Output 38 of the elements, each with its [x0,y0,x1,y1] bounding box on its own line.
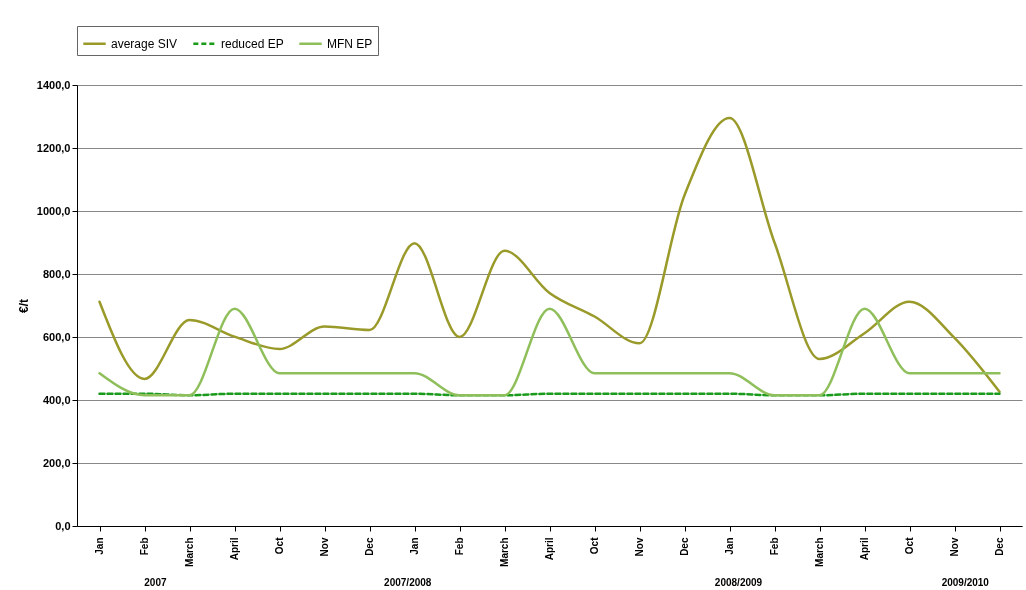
text: 2007/2008 [384,577,432,588]
text: 2007 [144,577,167,588]
y-tick-label: 400,0 [42,393,71,406]
y-tick-label: 600,0 [42,330,71,343]
x-tick-label: Feb [139,537,150,556]
y-axis-title: €/t [16,298,31,314]
y-tick-label: 200,0 [42,456,71,469]
x-tick-label: Oct [274,536,285,555]
x-tick-label: April [544,537,555,561]
legend-label: average SIV [111,36,178,51]
y-tick-label: 1200,0 [36,141,71,154]
x-tick-label: March [184,537,195,567]
x-tick-label: Oct [589,536,600,555]
x-tick-label: Dec [679,537,690,556]
x-tick-label: April [229,537,240,561]
line-series [98,116,1001,394]
x-tick-label: Feb [454,537,465,556]
y-tick-label: 0,0 [55,519,71,532]
x-tick-label: April [859,537,870,561]
text: 2009/2010 [941,577,990,588]
x-tick-label: Feb [769,537,780,556]
text: 2008/2009 [714,577,763,588]
x-tick-label: Nov [949,537,960,557]
x-tick-label: Dec [994,537,1005,556]
y-tick-label: 800,0 [42,267,71,280]
legend-label: reduced EP [221,36,284,51]
x-tick-label: Oct [904,536,915,555]
y-tick-label: 1000,0 [36,204,71,217]
x-tick-label: Dec [364,537,375,556]
x-tick-label: Nov [634,537,645,557]
x-tick-label: Jan [409,537,420,555]
x-tick-label: March [499,537,510,567]
x-tick-label: Nov [319,537,330,557]
legend-label: MFN EP [327,36,373,51]
y-tick-label: 1400,0 [36,78,71,91]
x-tick-label: March [814,537,825,567]
x-tick-label: Jan [724,537,735,555]
x-tick-label: Jan [94,537,105,555]
